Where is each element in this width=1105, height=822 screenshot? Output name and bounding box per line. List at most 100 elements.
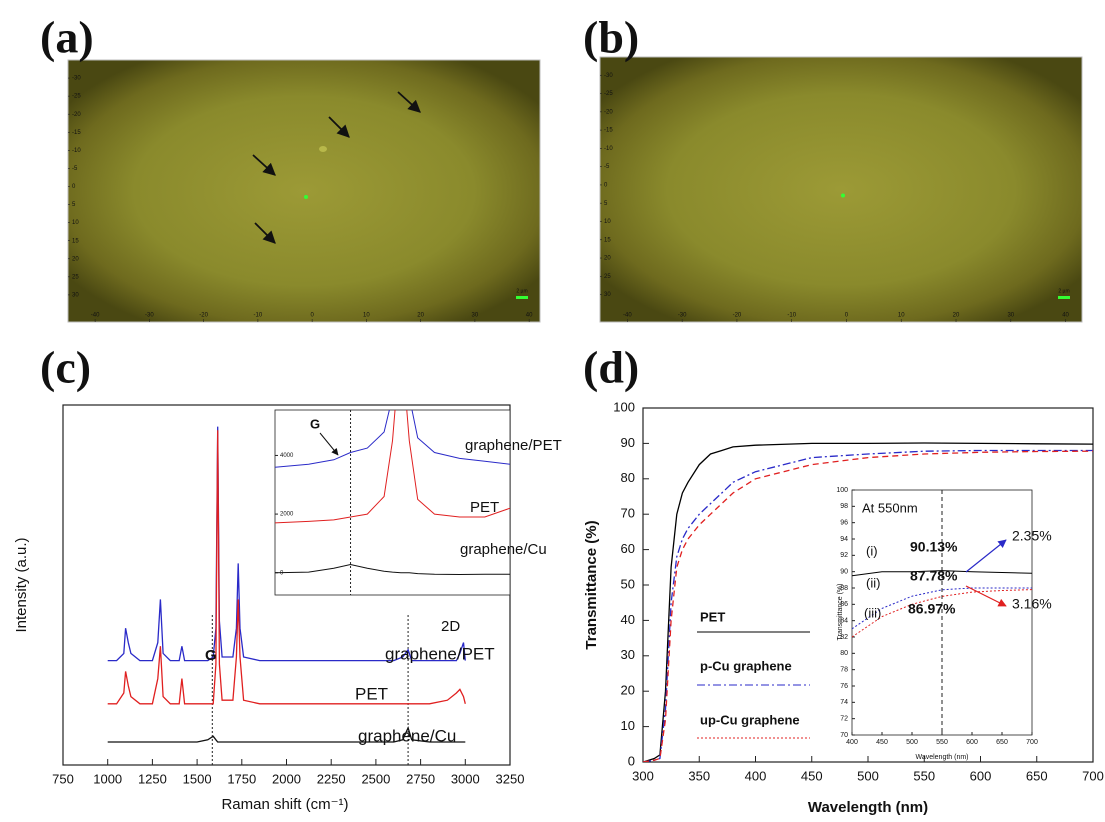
y-tick-label: 98 — [840, 503, 848, 510]
series-line — [852, 587, 1032, 630]
x-tick-label: 500 — [906, 739, 918, 746]
y-tick-label: 74 — [840, 699, 848, 706]
x-tick-label: 2750 — [406, 771, 435, 786]
y-tick-label: -25 — [604, 91, 613, 97]
y-tick-label: 15 — [604, 237, 611, 243]
y-tick-label: 70 — [840, 732, 848, 739]
y-tick-label: 80 — [840, 650, 848, 657]
x-tick-label: 2250 — [317, 771, 346, 786]
x-tick-label: -30 — [678, 313, 687, 319]
y-tick-label: 94 — [840, 536, 848, 543]
x-tick-label: 400 — [846, 739, 858, 746]
y-tick-label: -25 — [72, 94, 81, 100]
x-tick-label: 10 — [363, 313, 370, 319]
x-tick-label: -20 — [733, 313, 742, 319]
legend-label: up-Cu graphene — [700, 712, 800, 727]
x-tick-label: 700 — [1026, 739, 1038, 746]
annotation: 3.16% — [1012, 596, 1052, 612]
annotation: G — [310, 416, 320, 431]
y-tick-label: -10 — [72, 148, 81, 154]
arrow — [965, 585, 1007, 607]
y-axis-label: Transmittance (%) — [583, 520, 600, 649]
x-tick-label: 0 — [845, 313, 849, 319]
scale-bar-label: 2 µm — [1058, 288, 1069, 294]
annotation: graphene/PET — [385, 644, 495, 663]
x-tick-label: 1750 — [227, 771, 256, 786]
x-tick-label: 400 — [745, 768, 767, 783]
annotation: 2.35% — [1012, 528, 1052, 544]
y-tick-label: 72 — [840, 716, 848, 723]
x-tick-label: 600 — [966, 739, 978, 746]
annotation: (ii) — [866, 575, 880, 590]
micrograph — [599, 56, 1083, 323]
arrow — [319, 432, 339, 456]
series-group — [107, 426, 466, 743]
y-tick-label: -20 — [604, 109, 613, 115]
y-tick-label: -15 — [72, 130, 81, 136]
x-tick-label: -40 — [91, 313, 100, 319]
legend-label: p-Cu graphene — [700, 658, 792, 673]
x-tick-label: 550 — [913, 768, 935, 783]
x-tick-label: 650 — [1026, 768, 1048, 783]
series-group — [643, 442, 1093, 762]
series-line — [852, 570, 1032, 577]
series-line — [852, 589, 1032, 638]
x-tick-label: -30 — [145, 313, 154, 319]
y-tick-label: -15 — [604, 128, 613, 134]
y-tick-label: 10 — [621, 718, 635, 733]
center-marker — [304, 195, 308, 199]
annotation: graphene/PET — [465, 437, 562, 454]
x-axis-label: Wavelength (nm) — [808, 799, 928, 816]
series-line — [643, 450, 1093, 762]
series-line — [107, 726, 466, 743]
y-tick-label: 0 — [280, 570, 284, 576]
y-axis-label: Intensity (a.u.) — [13, 537, 30, 632]
y-tick-label: 25 — [72, 274, 79, 280]
y-axis-label: Transmittance (%) — [837, 584, 844, 641]
series-line — [275, 563, 510, 576]
y-tick-label: 76 — [840, 683, 848, 690]
annotation: G — [205, 647, 217, 664]
x-tick-label: 0 — [310, 313, 314, 319]
series-line — [275, 410, 510, 468]
y-tick-label: 88 — [840, 585, 848, 592]
y-tick-label: -10 — [604, 146, 613, 152]
y-tick-label: 84 — [840, 618, 848, 625]
x-tick-label: 1250 — [138, 771, 167, 786]
annotation: PET — [355, 684, 388, 703]
y-tick-label: 78 — [840, 667, 848, 674]
micrograph — [67, 59, 541, 323]
x-tick-label: -10 — [787, 313, 796, 319]
x-tick-label: 10 — [898, 313, 905, 319]
arrow — [328, 116, 350, 138]
y-tick-label: 25 — [604, 274, 611, 280]
series-line — [107, 430, 466, 705]
y-tick-label: 100 — [613, 399, 635, 414]
x-tick-label: 30 — [1007, 313, 1014, 319]
y-tick-label: 0 — [628, 753, 635, 768]
particle — [319, 146, 327, 152]
y-tick-label: -30 — [604, 73, 613, 79]
arrow — [254, 222, 276, 244]
arrow — [252, 154, 276, 176]
y-tick-label: 80 — [621, 470, 635, 485]
x-tick-label: 2500 — [361, 771, 390, 786]
annotation: 90.13% — [910, 539, 958, 555]
series-line — [643, 442, 1093, 762]
annotation: 2D — [441, 618, 460, 635]
y-tick-label: 0 — [72, 184, 76, 190]
x-tick-label: 1500 — [183, 771, 212, 786]
x-tick-label: 750 — [52, 771, 74, 786]
scale-bar-label: 2 µm — [516, 288, 527, 294]
y-tick-label: 90 — [840, 569, 848, 576]
center-marker — [841, 193, 845, 198]
y-tick-label: 60 — [621, 541, 635, 556]
y-tick-label: 0 — [604, 183, 608, 189]
y-tick-label: 40 — [621, 612, 635, 627]
panel-label: (d) — [583, 342, 639, 393]
x-tick-label: 450 — [801, 768, 823, 783]
y-tick-label: 20 — [72, 256, 79, 262]
y-tick-label: 20 — [621, 683, 635, 698]
y-tick-label: 96 — [840, 520, 848, 527]
x-tick-label: 550 — [936, 739, 948, 746]
